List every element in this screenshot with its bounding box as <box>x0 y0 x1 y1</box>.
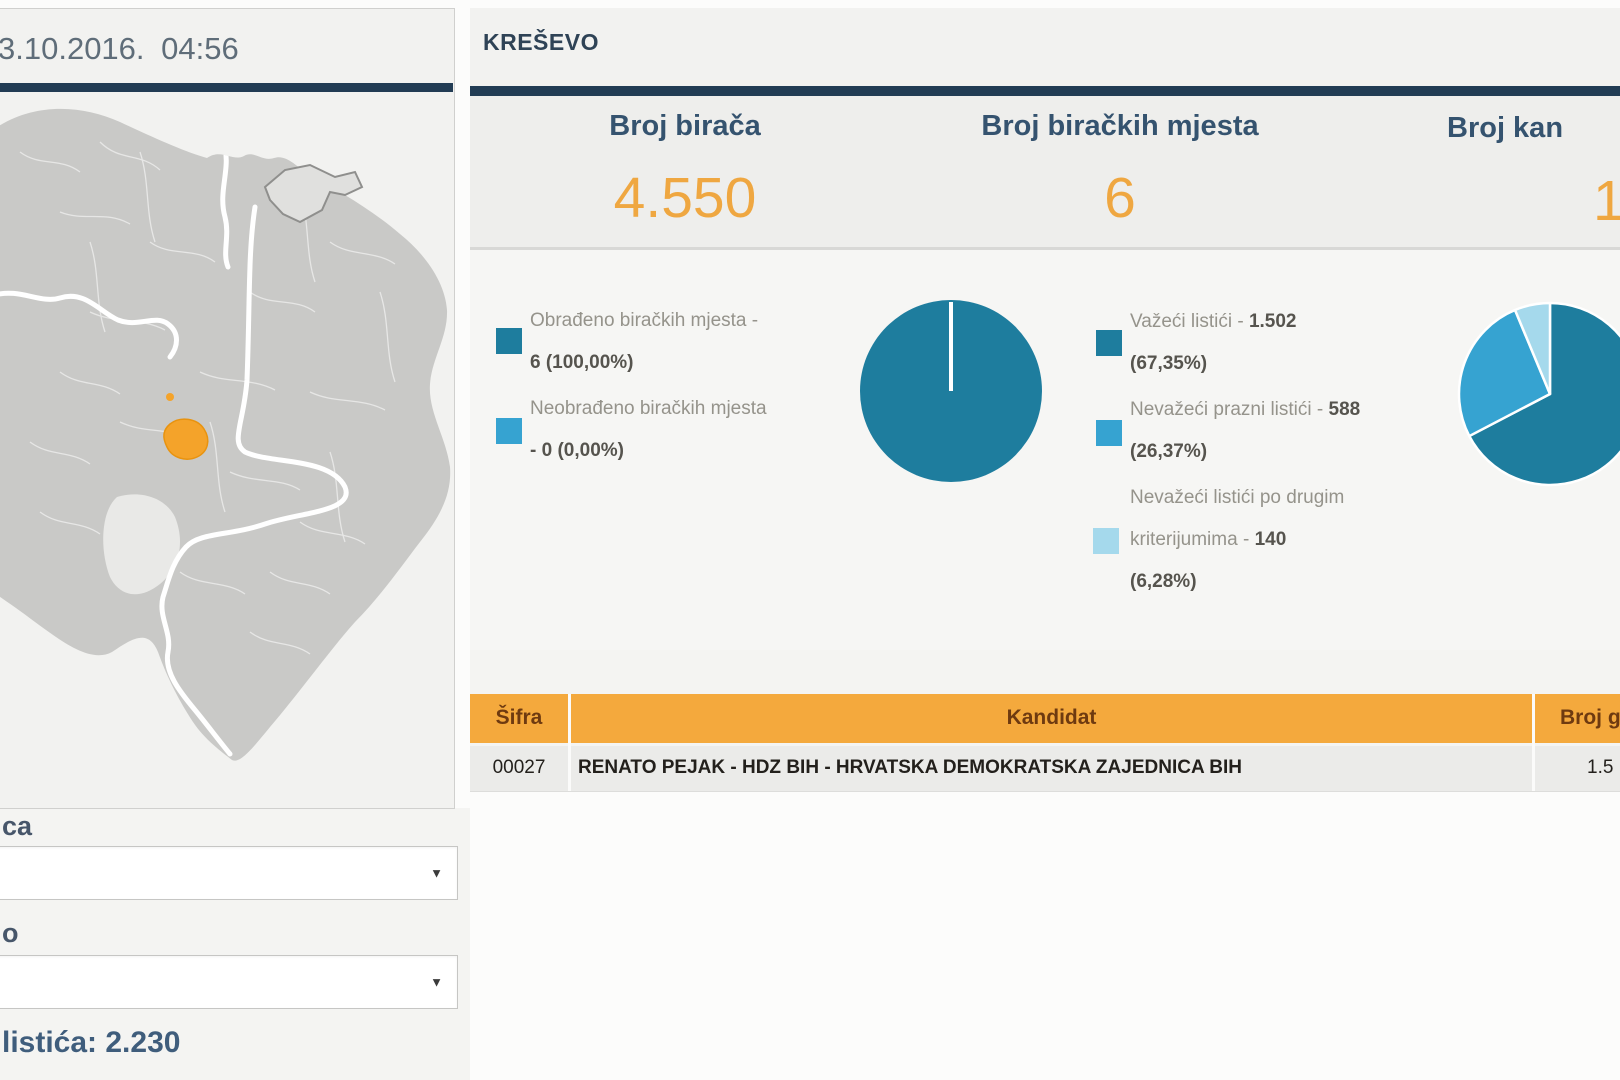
legend-valid-line1: Važeći listići - 1.502 <box>1130 311 1297 333</box>
bih-map-svg <box>0 108 451 761</box>
country-shape <box>0 108 451 761</box>
legend-swatch-other <box>1093 528 1119 554</box>
legend-other-text: kriterijumima - <box>1130 529 1255 550</box>
stat-polling-stations: Broj biračkih mjesta 6 <box>905 110 1335 231</box>
legend-unprocessed-line2: - 0 (0,00%) <box>530 440 624 461</box>
summary-stats-band <box>470 96 1620 250</box>
legend-processed-line2: 6 (100,00%) <box>530 352 634 373</box>
legend-valid-text: Važeći listići - <box>1130 311 1249 332</box>
map-panel-divider <box>0 83 453 92</box>
stat-polling-stations-label: Broj biračkih mjesta <box>981 110 1259 142</box>
legend-blank-line1: Nevažeći prazni listići - 588 <box>1130 399 1360 421</box>
legend-unprocessed-line1: Neobrađeno biračkih mjesta <box>530 398 767 419</box>
stat-voters-value: 4.550 <box>613 166 757 230</box>
legend-other-pct: (6,28%) <box>1130 571 1197 592</box>
municipality-header-band <box>470 8 1620 86</box>
brcko-district <box>263 163 364 224</box>
column-header-candidate[interactable]: Kandidat <box>1006 706 1097 729</box>
table-column-separator <box>1532 694 1535 791</box>
bih-map[interactable] <box>0 92 452 806</box>
kreshevo-region[interactable] <box>163 418 209 460</box>
ballots-pie-chart <box>1455 299 1620 489</box>
dropdown-arrow-icon: ▼ <box>430 865 443 881</box>
legend-processed-line1: Obrađeno biračkih mjesta - <box>530 310 759 331</box>
row-candidate-code: 00027 <box>492 757 546 778</box>
stat-candidates-value: 1 <box>1593 169 1620 233</box>
processed-stations-pie-chart <box>856 296 1046 486</box>
legend-blank-pct: (26,37%) <box>1130 441 1208 462</box>
column-header-votes[interactable]: Broj g <box>1560 706 1620 729</box>
legend-other-line1: kriterijumima - 140 <box>1130 529 1286 551</box>
header-divider <box>470 86 1620 96</box>
legend-other-count: 140 <box>1254 529 1287 550</box>
row-candidate-votes: 1.5 <box>1587 757 1614 778</box>
column-header-code[interactable]: Šifra <box>495 706 543 729</box>
entity-borders <box>0 144 349 757</box>
legend-swatch-valid <box>1096 330 1122 356</box>
panel-gap <box>453 8 470 808</box>
kreshevo-dot <box>166 393 174 401</box>
dropdown-arrow-icon: ▼ <box>430 974 443 990</box>
page-title: KREŠEVO <box>483 29 599 55</box>
report-timestamp: 3.10.2016. 04:56 <box>0 31 239 66</box>
legend-swatch-unprocessed <box>496 418 522 444</box>
stat-candidates-label: Broj kan <box>1447 112 1564 144</box>
region-select[interactable]: ▼ <box>0 846 458 900</box>
legend-swatch-blank <box>1096 420 1122 446</box>
stat-voters: Broj birača 4.550 <box>470 110 900 231</box>
top-strip <box>0 0 1620 8</box>
filter-label-2: o <box>2 918 19 948</box>
bottom-right-area <box>470 792 1620 1080</box>
light-region <box>103 494 180 595</box>
filter-label-1: ca <box>2 811 33 841</box>
municipality-select[interactable]: ▼ <box>0 955 458 1009</box>
table-column-separator <box>568 694 571 791</box>
results-table-header <box>470 694 1620 743</box>
legend-valid-count: 1.502 <box>1248 311 1297 332</box>
legend-swatch-processed <box>496 328 522 354</box>
legend-valid-pct: (67,35%) <box>1130 353 1208 374</box>
legend-other-line0: Nevažeći listići po drugim <box>1130 487 1345 508</box>
legend-blank-count: 588 <box>1328 399 1361 420</box>
ballots-total-summary: listića: 2.230 <box>2 1026 181 1059</box>
results-table-row <box>470 746 1620 792</box>
row-candidate-name: RENATO PEJAK - HDZ BIH - HRVATSKA DEMOKR… <box>578 757 1242 778</box>
stat-polling-stations-value: 6 <box>1104 166 1136 230</box>
stat-voters-label: Broj birača <box>609 110 761 142</box>
legend-blank-text: Nevažeći prazni listići - <box>1130 399 1329 420</box>
charts-band <box>470 250 1620 650</box>
